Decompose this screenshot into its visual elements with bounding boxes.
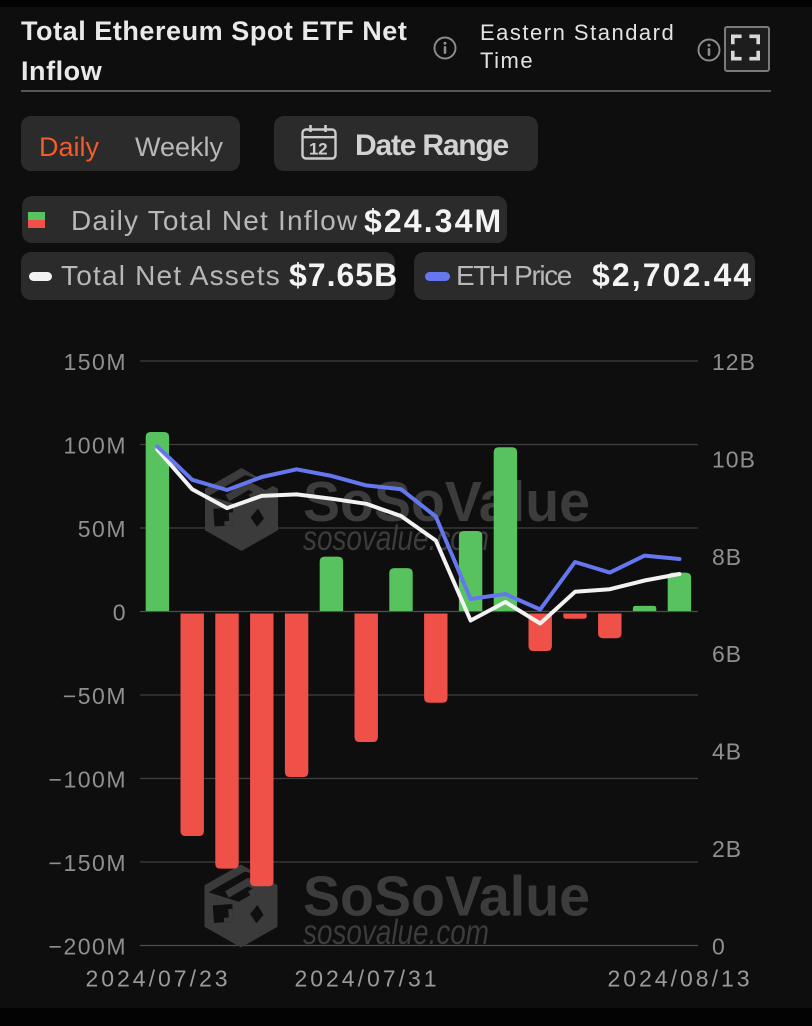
svg-text:sosovalue.com: sosovalue.com [303,913,489,952]
svg-text:2024/07/31: 2024/07/31 [294,966,439,992]
svg-text:2B: 2B [712,836,742,862]
svg-text:0: 0 [113,600,127,626]
svg-text:sosovalue.com: sosovalue.com [303,519,489,558]
svg-text:−50M: −50M [63,683,127,709]
svg-text:150M: 150M [63,349,127,375]
svg-text:2024/08/13: 2024/08/13 [607,966,752,992]
svg-text:−100M: −100M [49,767,127,793]
svg-text:12B: 12B [712,349,756,375]
svg-text:100M: 100M [63,433,127,459]
svg-text:2: 2 [318,140,327,159]
svg-text:1: 1 [309,140,318,159]
svg-text:−150M: −150M [49,850,127,876]
svg-text:6B: 6B [712,641,742,667]
svg-text:2024/07/23: 2024/07/23 [85,966,230,992]
svg-text:4B: 4B [712,739,742,765]
svg-text:10B: 10B [712,446,756,472]
svg-text:0: 0 [712,933,726,959]
svg-text:50M: 50M [78,516,127,542]
svg-text:8B: 8B [712,544,742,570]
svg-text:SoSoValue: SoSoValue [303,865,590,929]
svg-text:−200M: −200M [49,934,127,960]
